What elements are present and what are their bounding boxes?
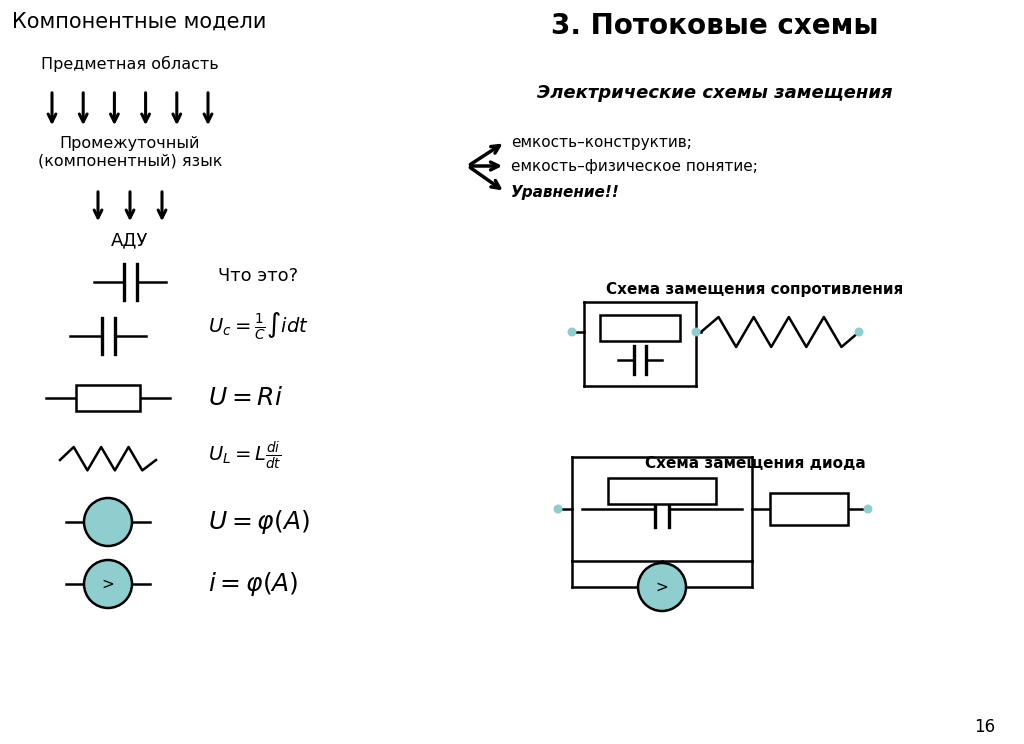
Text: $U_c = \frac{1}{C}\int idt$: $U_c = \frac{1}{C}\int idt$	[208, 310, 308, 341]
Circle shape	[864, 505, 871, 513]
Text: Промежуточный
(компонентный) язык: Промежуточный (компонентный) язык	[38, 136, 222, 168]
Circle shape	[692, 328, 699, 336]
Text: $U = Ri$: $U = Ri$	[208, 386, 284, 410]
Bar	[600, 315, 680, 341]
Circle shape	[568, 328, 575, 336]
Text: 16: 16	[974, 718, 995, 736]
Text: Схема замещения сопротивления: Схема замещения сопротивления	[606, 282, 903, 297]
Text: Схема замещения диода: Схема замещения диода	[645, 456, 865, 471]
Text: АДУ: АДУ	[112, 231, 148, 249]
Text: >: >	[655, 580, 669, 594]
Text: Электрические схемы замещения: Электрические схемы замещения	[538, 84, 893, 102]
Text: 3. Потоковые схемы: 3. Потоковые схемы	[551, 12, 879, 40]
Text: $i = \varphi(A)$: $i = \varphi(A)$	[208, 570, 299, 598]
Text: $U = \varphi(A)$: $U = \varphi(A)$	[208, 508, 310, 536]
Text: Что это?: Что это?	[218, 267, 298, 285]
Text: Компонентные модели: Компонентные модели	[12, 12, 266, 32]
Text: >: >	[101, 577, 115, 591]
Circle shape	[554, 505, 562, 513]
Text: емкость–конструктив;: емкость–конструктив;	[511, 135, 692, 150]
Text: емкость–физическое понятие;: емкость–физическое понятие;	[511, 158, 758, 173]
Bar	[76, 385, 140, 411]
Text: Предметная область: Предметная область	[41, 56, 219, 72]
Bar	[608, 478, 716, 504]
Text: $U_L = L\frac{di}{dt}$: $U_L = L\frac{di}{dt}$	[208, 440, 282, 472]
Text: Уравнение!!: Уравнение!!	[511, 185, 620, 199]
Circle shape	[638, 563, 686, 611]
Circle shape	[84, 560, 132, 608]
Circle shape	[84, 498, 132, 546]
Bar	[770, 493, 848, 525]
Circle shape	[855, 328, 863, 336]
